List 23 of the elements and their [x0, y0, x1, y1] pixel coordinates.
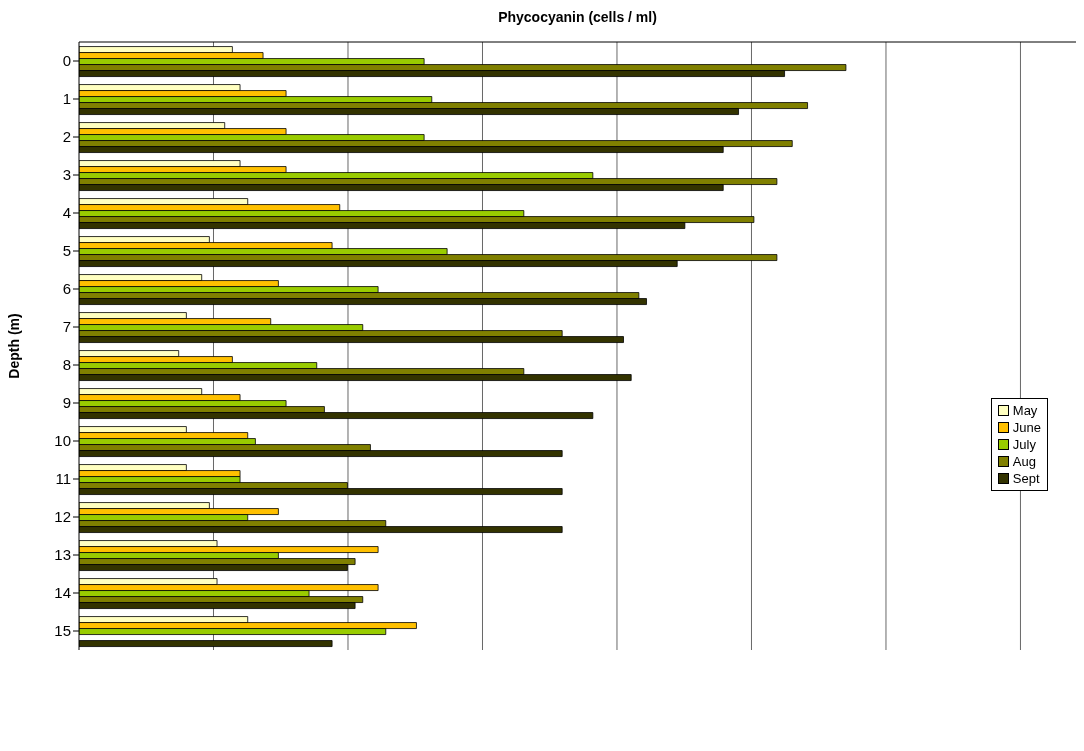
y-tick-label: 8 [62, 356, 71, 374]
legend-label: Sept [1012, 470, 1040, 487]
y-tick-label: 5 [62, 242, 71, 260]
y-tick-label: 4 [62, 204, 71, 222]
y-tick-label: 1 [62, 90, 71, 108]
y-tick-label: 9 [62, 394, 71, 412]
y-tick-label: 10 [54, 432, 71, 450]
legend-label: Aug [1012, 453, 1036, 470]
legend-label: July [1012, 436, 1036, 453]
y-tick-label: 3 [62, 166, 71, 184]
y-tick-label: 7 [62, 318, 71, 336]
y-tick-label: 2 [62, 128, 71, 146]
y-tick-label: 12 [54, 508, 71, 526]
y-tick-label: 13 [54, 546, 71, 564]
y-tick-label: 15 [54, 622, 71, 640]
y-tick-label: 14 [54, 584, 71, 602]
y-axis-title: Depth (m) [5, 313, 22, 379]
y-tick-label: 0 [62, 52, 71, 70]
x-axis-title: Phycocyanin (cells / ml) [498, 8, 657, 25]
y-tick-label: 6 [62, 280, 71, 298]
legend-label: May [1012, 402, 1038, 419]
legend-label: June [1012, 419, 1041, 436]
y-tick-label: 11 [55, 470, 71, 488]
